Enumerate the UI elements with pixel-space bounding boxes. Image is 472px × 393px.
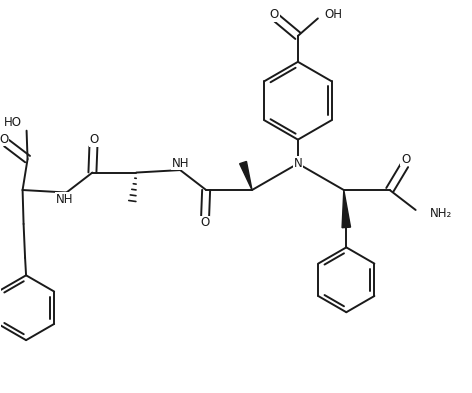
Text: N: N xyxy=(294,157,302,170)
Text: NH: NH xyxy=(171,156,189,170)
Text: O: O xyxy=(201,217,210,230)
Text: O: O xyxy=(0,133,9,146)
Polygon shape xyxy=(342,190,351,228)
Text: OH: OH xyxy=(324,8,342,22)
Text: NH₂: NH₂ xyxy=(430,208,452,220)
Polygon shape xyxy=(240,162,252,190)
Text: O: O xyxy=(401,152,410,165)
Text: HO: HO xyxy=(4,116,22,129)
Text: O: O xyxy=(270,8,279,22)
Text: NH: NH xyxy=(56,193,73,206)
Text: O: O xyxy=(90,133,99,146)
